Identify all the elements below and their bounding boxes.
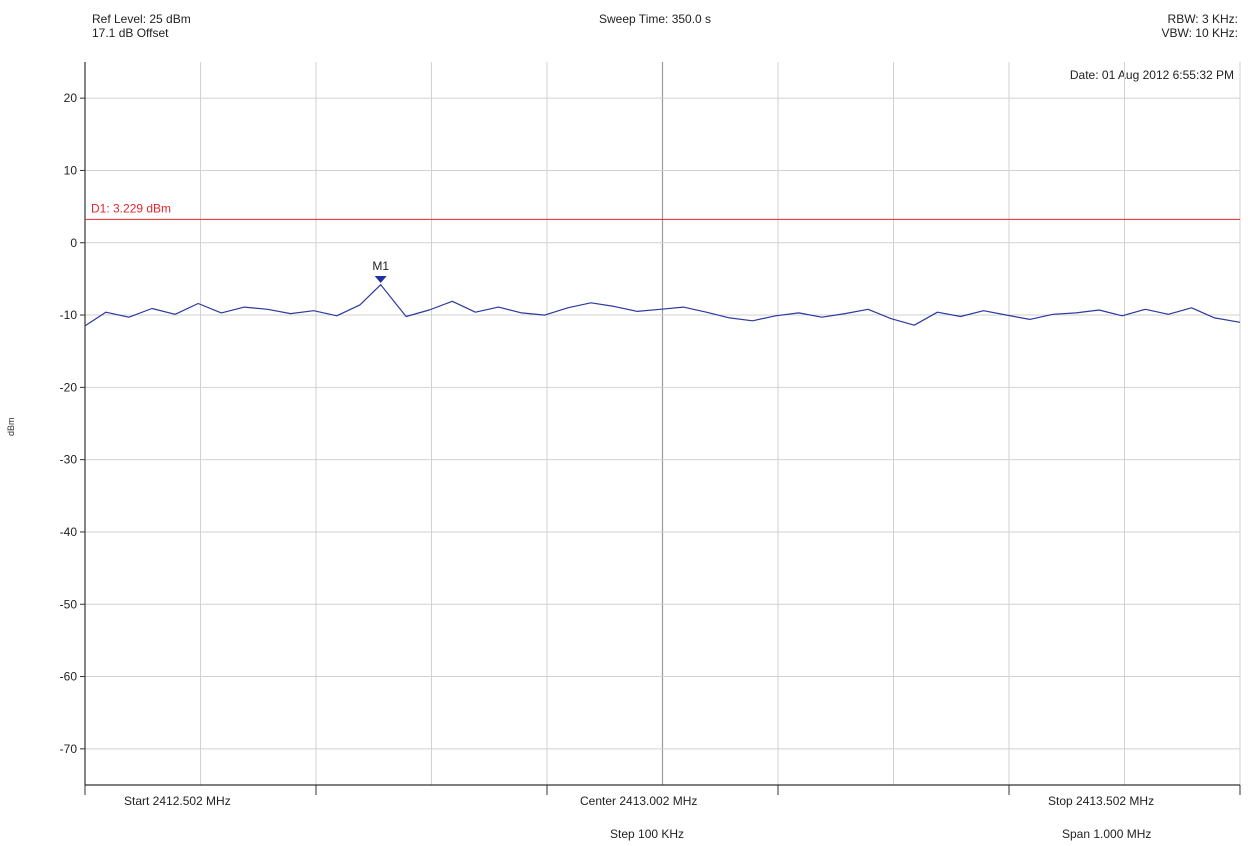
start-frequency-label: Start 2412.502 MHz <box>124 794 231 808</box>
y-tick-label: -30 <box>60 453 78 467</box>
y-tick-label: 20 <box>64 91 78 105</box>
rbw-label: RBW: 3 KHz: <box>1167 12 1238 26</box>
y-tick-label: -70 <box>60 742 78 756</box>
grid <box>84 62 1241 785</box>
offset-label: 17.1 dB Offset <box>92 26 169 40</box>
y-tick-label: -10 <box>60 308 78 322</box>
y-tick-label: 0 <box>70 236 77 250</box>
stop-frequency-label: Stop 2413.502 MHz <box>1048 794 1155 808</box>
display-line-label: D1: 3.229 dBm <box>91 201 171 215</box>
trace-line <box>84 284 1241 327</box>
y-tick-label: 10 <box>64 163 78 177</box>
ref-level-label: Ref Level: 25 dBm <box>92 12 191 26</box>
date-label: Date: 01 Aug 2012 6:55:32 PM <box>1069 68 1234 82</box>
marker-group: M1 <box>372 259 389 283</box>
vbw-label: VBW: 10 KHz: <box>1161 26 1238 40</box>
center-frequency-label: Center 2413.002 MHz <box>580 794 698 808</box>
y-ticks: 20 10 0 -10 -20 -30 -40 -50 -60 -70 <box>60 91 85 756</box>
step-label: Step 100 KHz <box>610 827 685 841</box>
sweep-time-label: Sweep Time: 350.0 s <box>599 12 712 26</box>
trace-group <box>84 284 1241 327</box>
y-tick-label: -50 <box>60 597 78 611</box>
y-tick-label: -40 <box>60 525 78 539</box>
axes <box>84 62 1241 795</box>
display-line-group: D1: 3.229 dBm <box>85 201 1240 220</box>
marker-m1-triangle <box>374 275 387 283</box>
y-tick-label: -20 <box>60 380 78 394</box>
y-tick-label: -60 <box>60 670 78 684</box>
marker-m1-label: M1 <box>372 259 389 273</box>
span-label: Span 1.000 MHz <box>1062 827 1152 841</box>
